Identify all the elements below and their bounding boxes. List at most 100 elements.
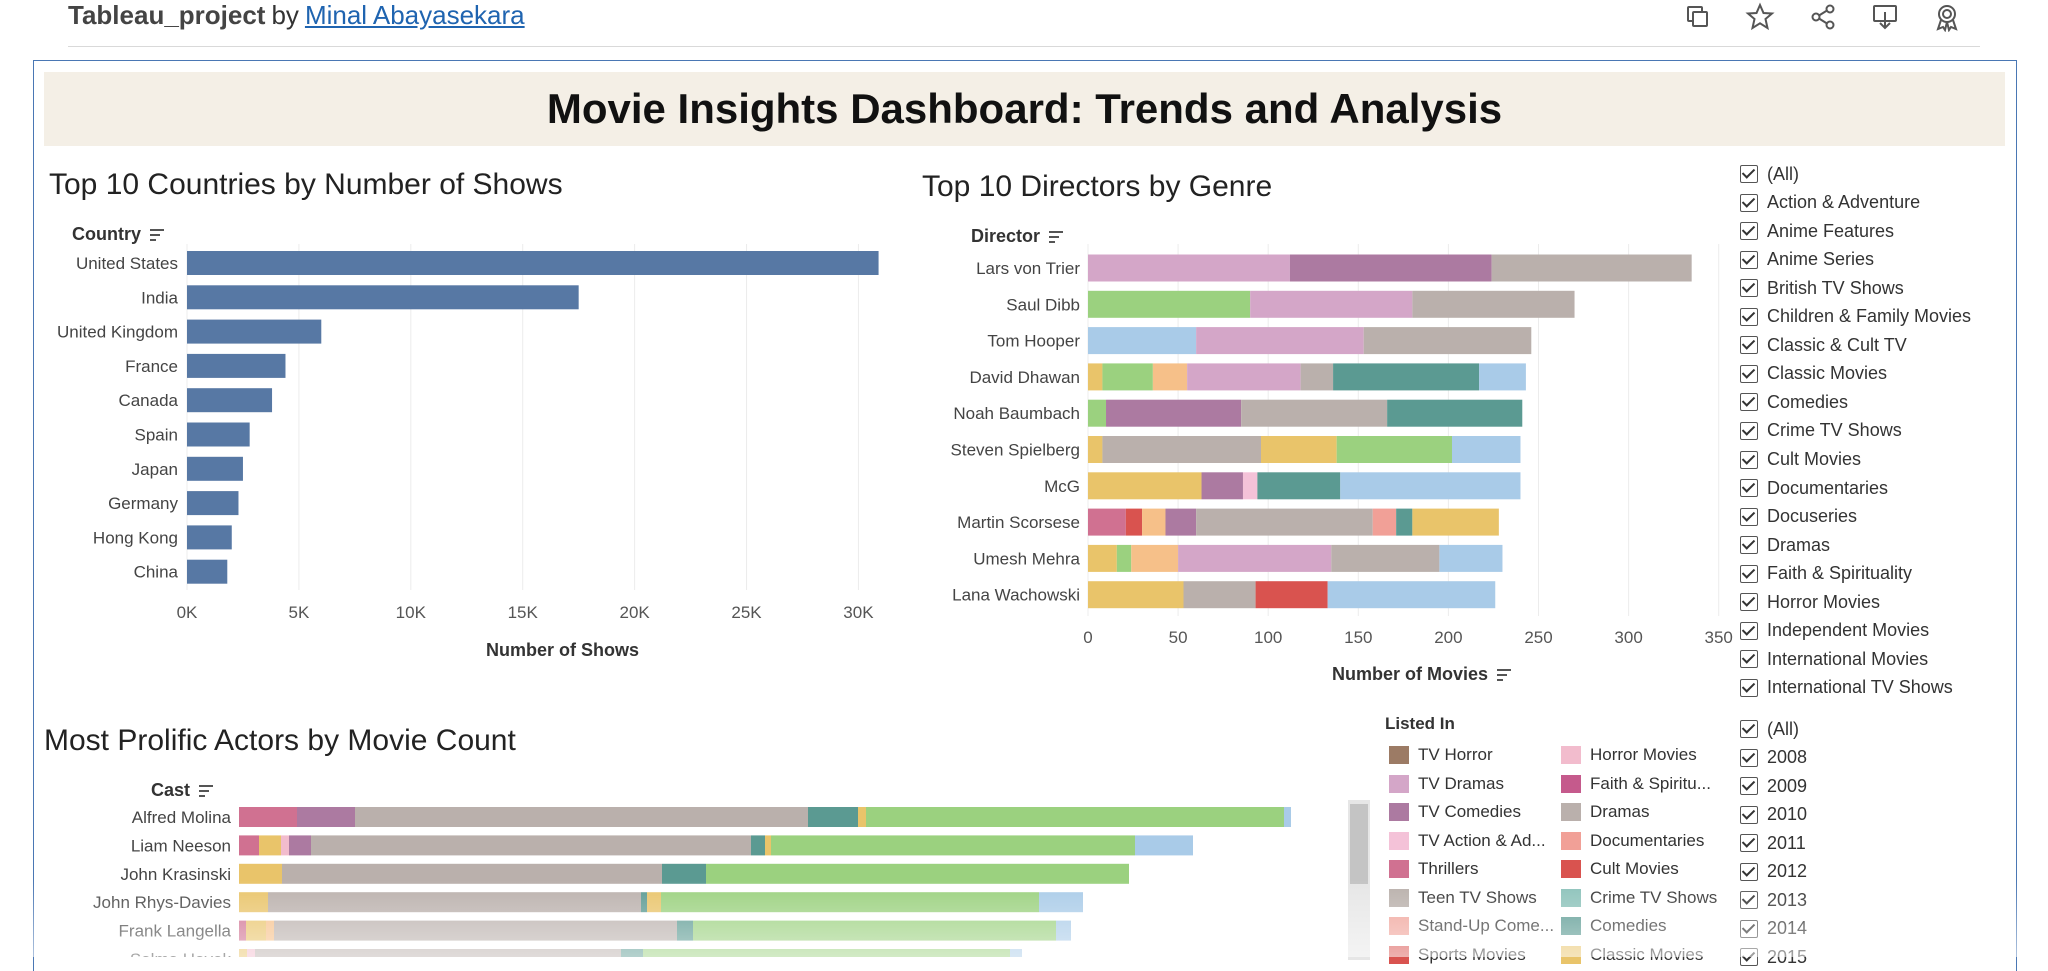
year-filter-option[interactable]: 2010 xyxy=(1740,802,1807,828)
checkbox[interactable] xyxy=(1740,222,1758,241)
bar-segment xyxy=(1088,436,1103,463)
checkbox[interactable] xyxy=(1740,948,1758,966)
genre-filter-option[interactable]: Documentaries xyxy=(1740,475,1888,501)
sort-icon[interactable] xyxy=(199,784,215,798)
legend-item[interactable]: Stand-Up Come... xyxy=(1389,913,1554,939)
legend-item[interactable]: Comedies xyxy=(1561,913,1667,939)
year-filter-option[interactable]: (All) xyxy=(1740,716,1799,742)
checkbox[interactable] xyxy=(1740,834,1758,852)
legend-item[interactable]: TV Dramas xyxy=(1389,771,1504,797)
genre-filter-option[interactable]: (All) xyxy=(1740,161,1799,187)
genre-filter-option[interactable]: Anime Features xyxy=(1740,218,1894,244)
legend-label: Crime TV Shows xyxy=(1590,887,1718,907)
checkbox[interactable] xyxy=(1740,421,1758,440)
bar-segment xyxy=(1088,327,1197,355)
legend-item[interactable]: Horror Movies xyxy=(1561,742,1697,768)
checkbox[interactable] xyxy=(1740,450,1758,469)
genre-filter-option[interactable]: Children & Family Movies xyxy=(1740,304,1971,330)
checkbox[interactable] xyxy=(1740,748,1758,767)
checkbox[interactable] xyxy=(1740,193,1758,212)
genre-filter-option[interactable]: Cult Movies xyxy=(1740,447,1861,473)
legend-item[interactable]: Documentaries xyxy=(1561,828,1704,854)
copy-icon[interactable] xyxy=(1683,2,1713,32)
legend-item[interactable]: TV Horror xyxy=(1389,742,1493,768)
legend-item[interactable]: TV Comedies xyxy=(1389,799,1521,825)
checkbox[interactable] xyxy=(1740,564,1758,583)
legend-item[interactable]: Faith & Spiritu... xyxy=(1561,771,1711,797)
genre-filter-option[interactable]: International Movies xyxy=(1740,646,1928,672)
checkbox[interactable] xyxy=(1740,650,1758,669)
y-tick-label: Spain xyxy=(135,426,178,445)
director-field-header[interactable]: Director xyxy=(971,226,1065,247)
download-icon[interactable] xyxy=(1870,2,1900,32)
checkbox[interactable] xyxy=(1740,307,1758,326)
checkbox[interactable] xyxy=(1740,777,1758,795)
genre-filter-option[interactable]: Classic & Cult TV xyxy=(1740,332,1907,358)
checkbox[interactable] xyxy=(1740,621,1758,640)
checkbox[interactable] xyxy=(1740,336,1758,355)
sort-icon[interactable] xyxy=(1497,668,1513,682)
checkbox[interactable] xyxy=(1740,720,1758,738)
star-icon[interactable] xyxy=(1745,2,1775,32)
genre-filter-option[interactable]: Action & Adventure xyxy=(1740,190,1920,216)
legend-item[interactable]: TV Action & Ad... xyxy=(1389,828,1546,854)
cast-field-header[interactable]: Cast xyxy=(151,780,215,801)
genre-filter-option[interactable]: Crime TV Shows xyxy=(1740,418,1902,444)
genre-filter-option[interactable]: International TV Shows xyxy=(1740,675,1953,701)
genre-filter-option[interactable]: Classic Movies xyxy=(1740,361,1887,387)
share-icon[interactable] xyxy=(1808,2,1838,32)
bar-segment xyxy=(1250,290,1413,318)
bar-segment xyxy=(662,863,706,884)
year-filter-option[interactable]: 2013 xyxy=(1740,887,1807,913)
checkbox[interactable] xyxy=(1740,919,1758,938)
checkbox[interactable] xyxy=(1740,279,1758,298)
legend-item[interactable]: Crime TV Shows xyxy=(1561,885,1717,911)
actors-scroll-thumb[interactable] xyxy=(1350,804,1368,884)
genre-filter-option[interactable]: Dramas xyxy=(1740,532,1830,558)
checkbox[interactable] xyxy=(1740,165,1758,183)
legend-item[interactable]: Dramas xyxy=(1561,799,1650,825)
year-filter-option[interactable]: 2011 xyxy=(1740,830,1806,856)
year-filter-option[interactable]: 2012 xyxy=(1740,859,1807,885)
genre-filter-option[interactable]: Faith & Spirituality xyxy=(1740,561,1912,587)
genre-filter-option[interactable]: Anime Series xyxy=(1740,247,1874,273)
checkbox[interactable] xyxy=(1740,678,1758,697)
checkbox[interactable] xyxy=(1740,250,1758,269)
checkbox[interactable] xyxy=(1740,507,1758,526)
legend-item[interactable]: Sports Movies xyxy=(1389,942,1526,968)
legend-item[interactable]: Teen TV Shows xyxy=(1389,885,1537,911)
genre-filter-option[interactable]: British TV Shows xyxy=(1740,275,1904,301)
legend-swatch xyxy=(1561,746,1581,764)
sort-icon[interactable] xyxy=(1049,230,1065,244)
country-field-header[interactable]: Country xyxy=(72,224,166,245)
legend-item[interactable]: Cult Movies xyxy=(1561,856,1679,882)
genre-filter-option[interactable]: Horror Movies xyxy=(1740,589,1880,615)
checkbox[interactable] xyxy=(1740,891,1758,909)
badge-icon[interactable] xyxy=(1932,2,1962,33)
genre-filter-option[interactable]: Docuseries xyxy=(1740,504,1857,530)
year-filter-option[interactable]: 2014 xyxy=(1740,916,1807,942)
checkbox[interactable] xyxy=(1740,862,1758,881)
author-link[interactable]: Minal Abayasekara xyxy=(304,0,525,30)
y-tick-label: France xyxy=(125,357,178,376)
checkbox[interactable] xyxy=(1740,593,1758,612)
year-filter-option[interactable]: 2009 xyxy=(1740,773,1807,799)
checkbox[interactable] xyxy=(1740,364,1758,383)
bar-segment xyxy=(1135,835,1193,856)
checkbox[interactable] xyxy=(1740,393,1758,412)
legend-item[interactable]: Thrillers xyxy=(1389,856,1478,882)
legend-swatch xyxy=(1389,888,1409,907)
checkbox[interactable] xyxy=(1740,479,1758,498)
genre-filter-option[interactable]: Independent Movies xyxy=(1740,618,1929,644)
checkbox[interactable] xyxy=(1740,805,1758,824)
year-filter-option[interactable]: 2015 xyxy=(1740,944,1807,970)
sort-icon[interactable] xyxy=(150,228,166,242)
year-filter-option-label: (All) xyxy=(1767,718,1799,739)
year-filter-option[interactable]: 2008 xyxy=(1740,745,1807,771)
genre-filter-option[interactable]: Comedies xyxy=(1740,389,1848,415)
checkbox[interactable] xyxy=(1740,536,1758,555)
directors-x-axis-header[interactable]: Number of Movies xyxy=(1332,664,1513,685)
legend-item[interactable]: Classic Movies xyxy=(1561,942,1703,968)
legend-label: Faith & Spiritu... xyxy=(1590,773,1711,793)
bar-segment xyxy=(1260,436,1337,463)
